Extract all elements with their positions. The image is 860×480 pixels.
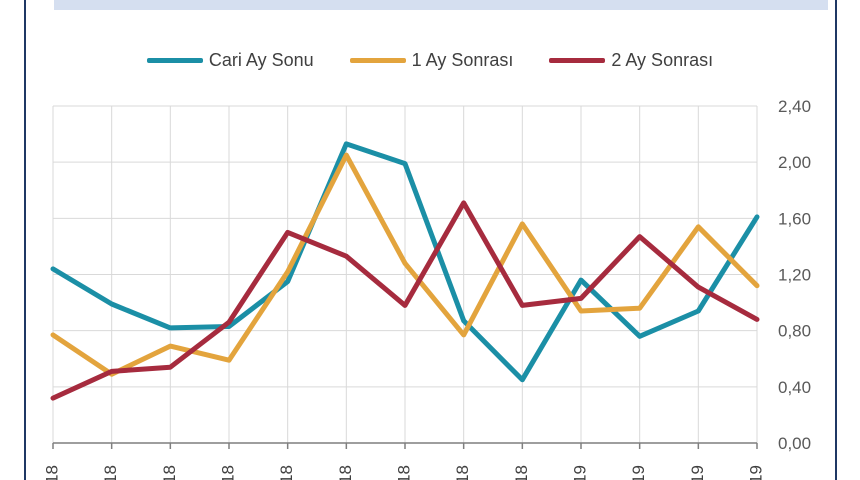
series-line-2 [50,152,760,377]
x-tick-label: 18 [101,465,120,480]
y-tick-label: 2,00 [778,153,811,172]
legend: Cari Ay Sonu 1 Ay Sonrası 2 Ay Sonrası [0,45,860,75]
x-tick-label: 19 [688,465,707,480]
legend-label: 1 Ay Sonrası [411,49,514,70]
y-tick-label: 0,00 [778,434,811,453]
left-border [24,0,26,480]
x-tick-label: 18 [42,465,61,480]
x-tick-label: 19 [746,465,765,480]
series-line-3 [50,200,760,401]
legend-item-2-ay-sonrasi: 2 Ay Sonrası [549,50,713,71]
x-tick-label: 18 [394,465,413,480]
x-tick-label: 18 [453,465,472,480]
y-tick-label: 1,60 [778,209,811,228]
legend-swatch [549,57,606,63]
x-tick-label: 18 [277,465,296,480]
legend-swatch [146,57,203,63]
legend-item-1-ay-sonrasi: 1 Ay Sonrası [349,49,514,71]
y-tick-label: 0,80 [778,322,811,341]
x-tick-label: 19 [570,465,589,480]
x-tick-label: 18 [160,465,179,480]
y-tick-label: 0,40 [778,378,811,397]
x-tick-label: 18 [512,465,531,480]
series-line-1 [50,141,760,383]
x-tick-label: 18 [218,465,237,480]
y-tick-label: 2,40 [778,97,811,116]
x-tick-label: 19 [629,465,648,480]
top-band [54,0,828,10]
legend-swatch [349,57,406,63]
y-tick-label: 1,20 [778,266,811,285]
legend-label: 2 Ay Sonrası [611,49,714,70]
legend-label: Cari Ay Sonu [208,49,314,70]
legend-item-cari-ay-sonu: Cari Ay Sonu [146,49,314,71]
x-tick-label: 18 [336,465,355,480]
right-border [835,0,837,480]
